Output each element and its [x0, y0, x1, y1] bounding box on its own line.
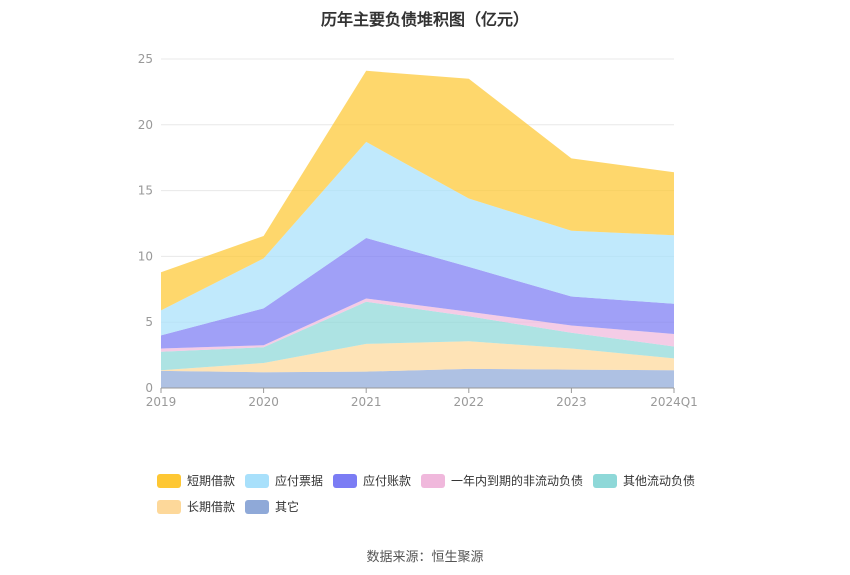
legend-swatch — [245, 499, 269, 514]
legend-label: 应付票据 — [275, 474, 324, 488]
y-tick-label: 15 — [138, 184, 153, 198]
legend-label: 一年内到期的非流动负债 — [451, 474, 584, 488]
legend-label: 其它 — [275, 500, 300, 514]
legend-label: 应付账款 — [363, 474, 412, 488]
legend-item-notes-payable[interactable]: 应付票据 — [245, 472, 323, 489]
legend-swatch — [157, 473, 181, 488]
legend-swatch — [245, 473, 269, 488]
legend-swatch — [421, 473, 445, 488]
x-tick-label: 2021 — [351, 395, 382, 409]
legend-swatch — [157, 499, 181, 514]
y-tick-label: 0 — [145, 381, 153, 395]
x-tick-label: 2022 — [454, 395, 485, 409]
data-source: 数据来源：恒生聚源 — [366, 550, 484, 565]
y-tick-label: 5 — [145, 315, 153, 329]
area-series — [161, 141, 674, 336]
legend-label: 长期借款 — [187, 500, 236, 514]
legend-item-current-portion-noncurrent[interactable]: 一年内到期的非流动负债 — [421, 472, 583, 489]
area-series — [161, 368, 674, 388]
legend-item-other[interactable]: 其它 — [245, 498, 299, 515]
area-series — [161, 238, 674, 349]
legend-swatch — [593, 473, 617, 488]
legend-item-accounts-payable[interactable]: 应付账款 — [333, 472, 411, 489]
x-tick-label: 2019 — [146, 395, 177, 409]
chart-title: 历年主要负债堆积图（亿元） — [320, 10, 529, 29]
y-tick-label: 25 — [138, 52, 153, 66]
area-series — [161, 301, 674, 371]
x-tick-label: 2024Q1 — [650, 395, 698, 409]
y-tick-label: 20 — [138, 118, 153, 132]
legend-item-other-current-liabilities[interactable]: 其他流动负债 — [593, 472, 695, 489]
area-series — [161, 70, 674, 311]
x-tick-label: 2023 — [556, 395, 587, 409]
area-series — [161, 341, 674, 373]
legend-swatch — [333, 473, 357, 488]
legend-label: 短期借款 — [187, 474, 236, 488]
legend-item-short-term-loans[interactable]: 短期借款 — [157, 472, 235, 489]
x-tick-label: 2020 — [248, 395, 279, 409]
legend-item-long-term-loans[interactable]: 长期借款 — [157, 498, 235, 515]
legend-label: 其他流动负债 — [623, 474, 696, 488]
y-tick-label: 10 — [138, 249, 153, 263]
